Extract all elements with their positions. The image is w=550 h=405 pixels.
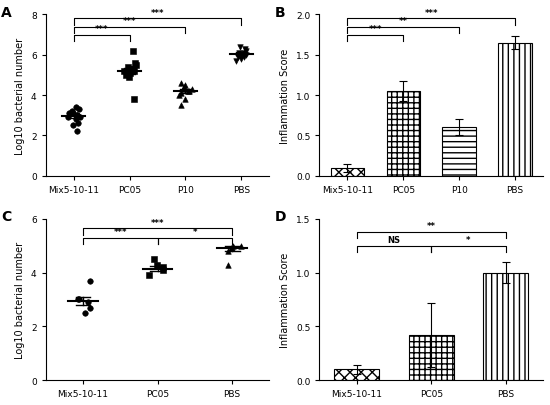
Point — [241, 48, 250, 55]
Point — [152, 262, 161, 268]
Text: ***: *** — [425, 9, 438, 18]
Text: B: B — [274, 6, 285, 20]
Text: **: ** — [399, 17, 408, 26]
Point — [129, 66, 138, 73]
Point — [68, 109, 76, 115]
Point — [86, 305, 95, 311]
Point — [144, 272, 153, 279]
Point — [68, 123, 77, 129]
Point — [241, 52, 250, 59]
Point — [75, 296, 84, 303]
Point — [179, 85, 188, 91]
Text: ***: *** — [113, 228, 127, 237]
Text: ***: *** — [151, 9, 164, 18]
Bar — [442, 128, 476, 176]
Y-axis label: Inflammation Score: Inflammation Score — [280, 48, 290, 143]
Y-axis label: Inflammation Score: Inflammation Score — [280, 252, 290, 347]
Text: ***: *** — [368, 25, 382, 34]
Text: ***: *** — [123, 17, 136, 26]
Point — [75, 107, 84, 113]
Y-axis label: Log10 bacterial number: Log10 bacterial number — [15, 241, 25, 358]
Point — [228, 245, 236, 252]
Point — [71, 104, 80, 111]
Bar — [483, 273, 528, 380]
Point — [73, 129, 82, 135]
Point — [236, 56, 245, 63]
Point — [223, 248, 232, 255]
Point — [124, 75, 133, 81]
Point — [233, 54, 242, 61]
Point — [69, 111, 78, 117]
Point — [158, 264, 167, 271]
Point — [150, 256, 158, 263]
Text: NS: NS — [387, 236, 400, 245]
Point — [177, 91, 185, 97]
Point — [180, 97, 189, 103]
Point — [224, 262, 233, 268]
Bar — [498, 44, 532, 176]
Point — [188, 87, 196, 93]
Bar — [334, 369, 379, 380]
Point — [184, 89, 192, 95]
Text: C: C — [1, 210, 11, 224]
Point — [123, 64, 132, 71]
Point — [76, 115, 85, 121]
Point — [64, 115, 73, 121]
Point — [64, 111, 73, 117]
Point — [159, 267, 168, 273]
Text: ***: *** — [95, 25, 108, 34]
Text: *: * — [466, 236, 471, 245]
Point — [241, 46, 250, 53]
Bar — [409, 335, 454, 380]
Bar — [331, 168, 364, 176]
Point — [130, 68, 139, 75]
Point — [73, 113, 81, 119]
Point — [122, 72, 130, 79]
Text: D: D — [274, 210, 286, 224]
Point — [72, 117, 81, 123]
Point — [129, 97, 138, 103]
Point — [227, 245, 235, 252]
Point — [236, 52, 245, 59]
Point — [74, 121, 83, 127]
Point — [74, 296, 82, 303]
Point — [236, 243, 245, 249]
Point — [129, 48, 138, 55]
Bar — [387, 92, 420, 176]
Point — [177, 102, 186, 109]
Text: A: A — [1, 6, 12, 20]
Point — [179, 87, 188, 93]
Text: *: * — [192, 228, 197, 237]
Point — [235, 44, 244, 51]
Point — [84, 299, 92, 306]
Point — [81, 310, 90, 316]
Point — [127, 66, 136, 73]
Point — [184, 89, 193, 95]
Point — [232, 58, 241, 65]
Point — [180, 83, 189, 89]
Point — [85, 278, 94, 284]
Point — [130, 60, 139, 67]
Point — [229, 243, 238, 249]
Text: ***: *** — [151, 218, 164, 227]
Point — [119, 68, 128, 75]
Point — [240, 50, 249, 57]
Point — [126, 70, 135, 77]
Point — [234, 50, 243, 57]
Point — [175, 93, 184, 99]
Y-axis label: Log10 bacterial number: Log10 bacterial number — [15, 37, 25, 154]
Text: **: ** — [427, 222, 436, 230]
Point — [239, 54, 248, 61]
Point — [131, 62, 140, 69]
Point — [73, 113, 82, 119]
Point — [177, 81, 186, 87]
